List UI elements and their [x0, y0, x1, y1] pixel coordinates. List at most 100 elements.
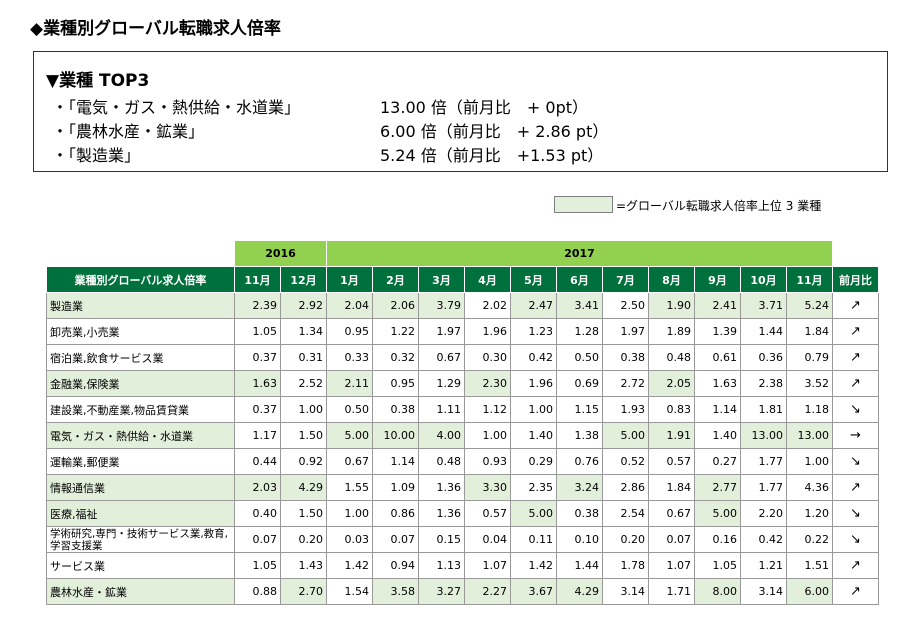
ratio-cell: 2.52 [280, 370, 327, 397]
table-row: 金融業,保険業 1.63 2.52 2.11 0.95 1.29 2.30 1.96 0.69 2… [46, 370, 879, 397]
ratio-cell: 1.05 [234, 318, 281, 345]
ratio-cell: 2.39 [234, 292, 281, 319]
ratio-cell: 0.33 [326, 344, 373, 371]
top3-item-name: ・「製造業」 [52, 146, 141, 165]
ratio-cell: 0.38 [372, 396, 419, 423]
header-month: 3月 [418, 266, 465, 293]
ratio-cell: 3.24 [556, 474, 603, 501]
ratio-cell: 0.57 [648, 448, 695, 475]
ratio-cell: 0.67 [418, 344, 465, 371]
ratio-cell: 4.29 [556, 578, 603, 605]
ratio-cell: 0.32 [372, 344, 419, 371]
ratio-cell: 1.90 [648, 292, 695, 319]
ratio-cell: 2.50 [602, 292, 649, 319]
ratio-cell: 0.42 [510, 344, 557, 371]
ratio-cell: 0.92 [280, 448, 327, 475]
trend-arrow-icon: ↗ [832, 370, 879, 397]
header-category: 業種別グローバル求人倍率 [46, 266, 235, 293]
ratio-cell: 4.36 [786, 474, 833, 501]
ratio-cell: 1.93 [602, 396, 649, 423]
ratio-cell: 1.63 [694, 370, 741, 397]
ratio-cell: 1.39 [694, 318, 741, 345]
ratio-cell: 1.63 [234, 370, 281, 397]
table-row: 医療,福祉 0.40 1.50 1.00 0.86 1.36 0.57 5.00 0.38 2.5… [46, 500, 879, 527]
ratio-cell: 0.95 [372, 370, 419, 397]
ratio-cell: 2.05 [648, 370, 695, 397]
trend-arrow-icon: ↗ [832, 474, 879, 501]
ratio-cell: 1.14 [372, 448, 419, 475]
ratio-table: 2016 2017 業種別グローバル求人倍率 11月 12月 1月 2月 3月 4月 5月 6月… [46, 240, 879, 605]
ratio-cell: 2.92 [280, 292, 327, 319]
ratio-cell: 0.27 [694, 448, 741, 475]
ratio-cell: 3.52 [786, 370, 833, 397]
ratio-cell: 2.41 [694, 292, 741, 319]
ratio-cell: 1.00 [510, 396, 557, 423]
ratio-cell: 1.42 [326, 552, 373, 579]
table-row: 宿泊業,飲食サービス業 0.37 0.31 0.33 0.32 0.67 0.30 0.42 0… [46, 344, 879, 371]
ratio-cell: 0.52 [602, 448, 649, 475]
ratio-cell: 2.04 [326, 292, 373, 319]
ratio-cell: 0.61 [694, 344, 741, 371]
ratio-cell: 1.77 [740, 448, 787, 475]
ratio-cell: 0.10 [556, 526, 603, 553]
ratio-cell: 0.07 [234, 526, 281, 553]
ratio-cell: 0.20 [280, 526, 327, 553]
ratio-cell: 1.00 [786, 448, 833, 475]
header-month: 4月 [464, 266, 511, 293]
top3-item-name: ・「電気・ガス・熱供給・水道業」 [52, 98, 301, 117]
ratio-cell: 1.05 [694, 552, 741, 579]
ratio-cell: 2.35 [510, 474, 557, 501]
header-month: 11月 [786, 266, 833, 293]
ratio-cell: 1.00 [326, 500, 373, 527]
ratio-cell: 0.93 [464, 448, 511, 475]
ratio-cell: 1.13 [418, 552, 465, 579]
ratio-cell: 13.00 [740, 422, 787, 449]
ratio-cell: 1.50 [280, 500, 327, 527]
ratio-cell: 6.00 [786, 578, 833, 605]
ratio-cell: 3.14 [740, 578, 787, 605]
ratio-cell: 1.00 [280, 396, 327, 423]
table-row: 情報通信業 2.03 4.29 1.55 1.09 1.36 3.30 2.35 3.24 2.8… [46, 474, 879, 501]
ratio-cell: 10.00 [372, 422, 419, 449]
ratio-cell: 1.91 [648, 422, 695, 449]
ratio-cell: 0.88 [234, 578, 281, 605]
ratio-cell: 0.29 [510, 448, 557, 475]
ratio-cell: 1.36 [418, 474, 465, 501]
ratio-cell: 3.71 [740, 292, 787, 319]
ratio-cell: 1.51 [786, 552, 833, 579]
ratio-cell: 0.38 [602, 344, 649, 371]
ratio-cell: 3.41 [556, 292, 603, 319]
ratio-cell: 0.69 [556, 370, 603, 397]
ratio-cell: 2.70 [280, 578, 327, 605]
ratio-cell: 0.40 [234, 500, 281, 527]
ratio-cell: 0.67 [326, 448, 373, 475]
header-row: 業種別グローバル求人倍率 11月 12月 1月 2月 3月 4月 5月 6月 7月 8月 9月 10月 1… [46, 266, 879, 293]
year-2016: 2016 [234, 240, 327, 267]
header-month: 6月 [556, 266, 603, 293]
industry-name: サービス業 [46, 552, 235, 579]
trend-arrow-icon: ↘ [832, 526, 879, 553]
ratio-cell: 1.18 [786, 396, 833, 423]
table-row: 卸売業,小売業 1.05 1.34 0.95 1.22 1.97 1.96 1.23 1.28 1… [46, 318, 879, 345]
ratio-cell: 2.20 [740, 500, 787, 527]
ratio-cell: 0.11 [510, 526, 557, 553]
ratio-cell: 0.67 [648, 500, 695, 527]
ratio-cell: 0.79 [786, 344, 833, 371]
ratio-cell: 5.00 [326, 422, 373, 449]
ratio-cell: 1.84 [648, 474, 695, 501]
header-month: 11月 [234, 266, 281, 293]
ratio-cell: 5.00 [510, 500, 557, 527]
ratio-cell: 1.40 [694, 422, 741, 449]
ratio-cell: 1.38 [556, 422, 603, 449]
ratio-cell: 3.27 [418, 578, 465, 605]
ratio-cell: 0.48 [648, 344, 695, 371]
ratio-cell: 2.77 [694, 474, 741, 501]
industry-name: 情報通信業 [46, 474, 235, 501]
ratio-cell: 0.07 [648, 526, 695, 553]
ratio-cell: 0.37 [234, 396, 281, 423]
ratio-cell: 0.22 [786, 526, 833, 553]
ratio-cell: 1.21 [740, 552, 787, 579]
header-month: 7月 [602, 266, 649, 293]
ratio-cell: 2.54 [602, 500, 649, 527]
ratio-cell: 0.42 [740, 526, 787, 553]
